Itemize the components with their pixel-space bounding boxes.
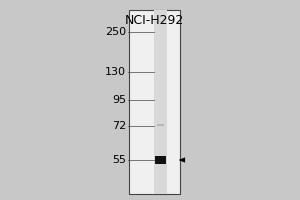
Polygon shape: [178, 157, 185, 163]
Text: 72: 72: [112, 121, 126, 131]
Bar: [155, 156, 166, 164]
Text: 55: 55: [112, 155, 126, 165]
Text: 250: 250: [105, 27, 126, 37]
Text: 130: 130: [105, 67, 126, 77]
Text: NCI-H292: NCI-H292: [125, 14, 184, 27]
Text: 95: 95: [112, 95, 126, 105]
Bar: [154, 10, 167, 194]
Bar: [157, 124, 164, 126]
Bar: [129, 10, 180, 194]
